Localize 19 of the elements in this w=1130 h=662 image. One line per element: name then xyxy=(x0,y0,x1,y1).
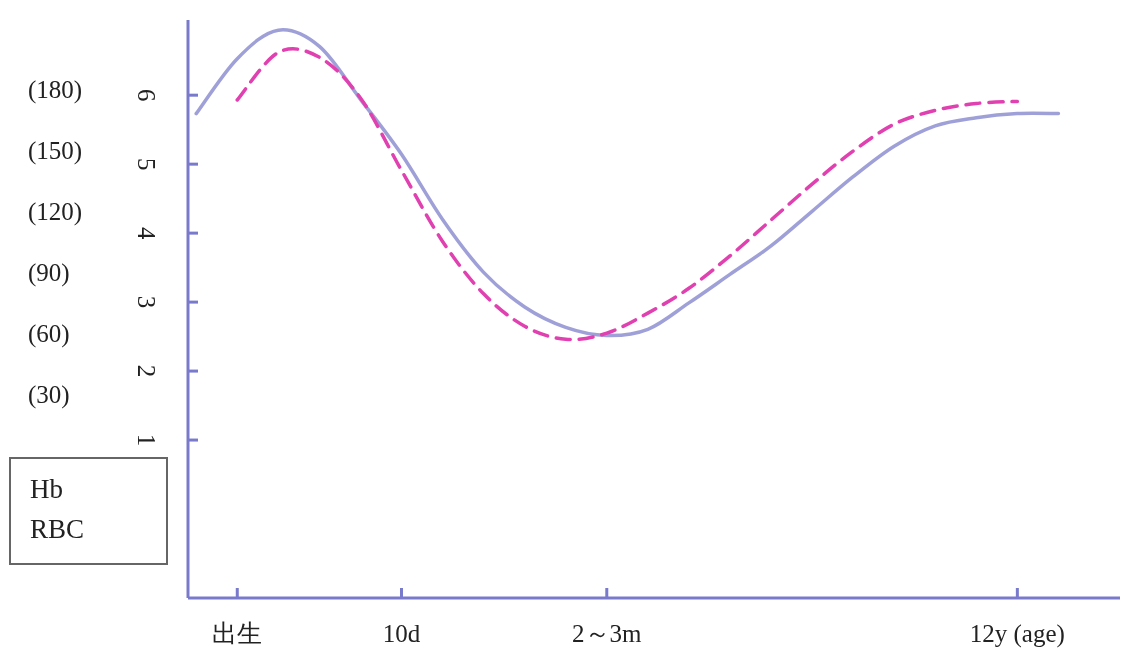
x-tick-label: 2～3m xyxy=(572,620,643,647)
y-tick-label: 5 xyxy=(132,157,160,171)
y-tick-label: 3 xyxy=(132,295,160,309)
x-tick-label: 12y (age) xyxy=(969,620,1065,648)
y-tick-label: 4 xyxy=(132,226,160,240)
y-tick-label: 2 xyxy=(132,364,160,378)
y2-tick-label: (120) xyxy=(28,197,83,226)
y-tick-label: 1 xyxy=(132,433,160,447)
y2-tick-label: (150) xyxy=(28,136,83,165)
y2-tick-label: (90) xyxy=(28,258,70,287)
y2-tick-label: (30) xyxy=(28,380,70,409)
text: Hb xyxy=(30,474,63,504)
x-tick-label: 出生 xyxy=(212,620,263,647)
y2-tick-label: (180) xyxy=(28,75,83,104)
y2-tick-label: (60) xyxy=(28,319,70,348)
y-tick-label: 6 xyxy=(132,88,160,102)
text: RBC xyxy=(30,514,85,544)
x-tick-label: 10d xyxy=(382,620,421,647)
line-series xyxy=(194,28,1061,338)
